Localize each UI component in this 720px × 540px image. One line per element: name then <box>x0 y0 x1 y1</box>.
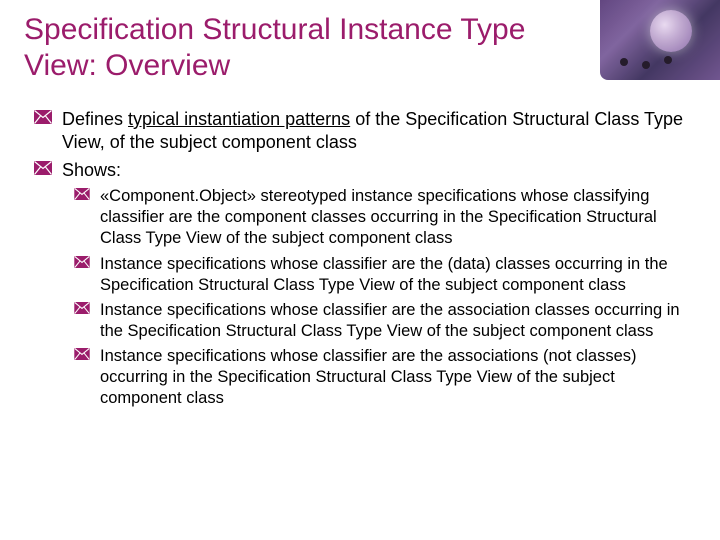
bullet-text: Shows: <box>62 159 690 182</box>
text-segment: Shows: <box>62 160 121 180</box>
bullet-text: «Component.Object» stereotyped instance … <box>100 186 690 249</box>
list-item: «Component.Object» stereotyped instance … <box>74 186 690 249</box>
envelope-icon <box>74 188 90 200</box>
envelope-icon <box>74 348 90 360</box>
list-item: Shows: <box>34 159 690 182</box>
underlined-text: typical instantiation patterns <box>128 109 350 129</box>
bullet-text: Defines typical instantiation patterns o… <box>62 108 690 155</box>
envelope-icon <box>34 161 52 175</box>
bullet-text: Instance specifications whose classifier… <box>100 346 690 409</box>
decorative-corner-image <box>600 0 720 80</box>
bullet-text: Instance specifications whose classifier… <box>100 300 690 342</box>
envelope-icon <box>34 110 52 124</box>
text-segment: Defines <box>62 109 128 129</box>
list-item: Instance specifications whose classifier… <box>74 346 690 409</box>
envelope-icon <box>74 256 90 268</box>
bullet-text: Instance specifications whose classifier… <box>100 254 690 296</box>
list-item: Instance specifications whose classifier… <box>74 300 690 342</box>
slide-content: Defines typical instantiation patterns o… <box>0 94 720 409</box>
list-item: Instance specifications whose classifier… <box>74 254 690 296</box>
envelope-icon <box>74 302 90 314</box>
list-item: Defines typical instantiation patterns o… <box>34 108 690 155</box>
